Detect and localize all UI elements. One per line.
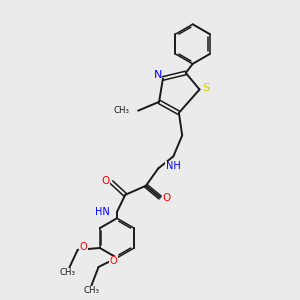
Text: S: S: [202, 83, 209, 93]
Text: O: O: [110, 256, 117, 266]
Text: HN: HN: [94, 207, 109, 217]
Text: CH₃: CH₃: [60, 268, 76, 277]
Text: O: O: [80, 242, 88, 252]
Text: N: N: [154, 70, 162, 80]
Text: CH₃: CH₃: [83, 286, 99, 295]
Text: NH: NH: [166, 161, 181, 171]
Text: O: O: [162, 193, 170, 202]
Text: CH₃: CH₃: [113, 106, 129, 115]
Text: O: O: [101, 176, 110, 186]
